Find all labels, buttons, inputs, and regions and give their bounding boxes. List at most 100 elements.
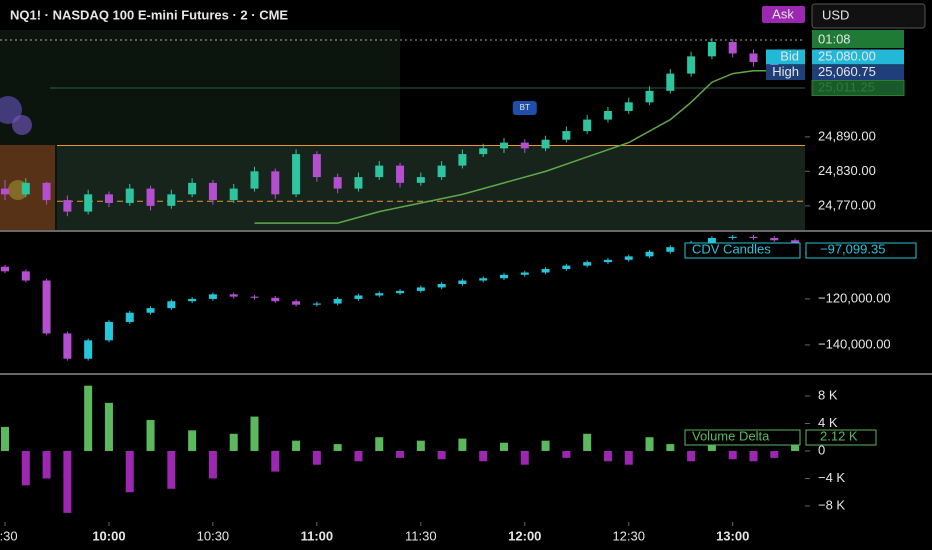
- candle-body: [416, 287, 425, 291]
- badge-value: 25,080.00: [818, 48, 876, 63]
- candle-body: [707, 237, 716, 243]
- candle-body: [520, 142, 529, 149]
- candle-body: [666, 247, 675, 252]
- badge-value-box: [812, 65, 904, 80]
- candle-body: [645, 90, 654, 103]
- candle-body: [271, 171, 280, 195]
- candle-body: [208, 182, 217, 201]
- candle-body: [562, 265, 571, 270]
- candle-body: [499, 142, 508, 149]
- bar: [437, 450, 446, 460]
- bar: [562, 450, 571, 458]
- ask-label[interactable]: Ask: [772, 6, 794, 21]
- candle-body: [437, 165, 446, 178]
- candle-body: [21, 182, 30, 195]
- bar: [458, 438, 467, 451]
- bar: [271, 450, 280, 472]
- candle-body: [63, 200, 72, 212]
- candle-body: [125, 312, 134, 322]
- bar: [250, 416, 259, 451]
- candle-body: [707, 41, 716, 57]
- candle-body: [188, 298, 197, 302]
- x-tick-label: 12:30: [612, 528, 645, 543]
- candle-body: [416, 177, 425, 183]
- currency-select[interactable]: [811, 3, 926, 29]
- y-tick-label: −140,000.00: [818, 336, 891, 351]
- badge-name-box: [766, 65, 805, 80]
- badge-value: 25,060.75: [818, 64, 876, 79]
- bar: [146, 420, 155, 451]
- x-tick-label: 12:00: [508, 528, 541, 543]
- countdown: 01:08: [818, 31, 851, 46]
- candle-body: [312, 303, 321, 305]
- bar: [1, 426, 9, 451]
- candle-body: [728, 41, 737, 54]
- candle-body: [749, 236, 758, 238]
- bar: [21, 450, 30, 486]
- y-tick-label: −4 K: [818, 470, 845, 485]
- badge-name: High: [772, 64, 799, 79]
- candle-body: [666, 73, 675, 91]
- candle-body: [146, 188, 155, 206]
- bar: [520, 450, 529, 465]
- candle-body: [42, 280, 51, 334]
- candle-body: [645, 251, 654, 257]
- candle-body: [458, 280, 467, 284]
- x-tick-label: 10:00: [92, 528, 125, 543]
- marker-flag: [512, 100, 537, 115]
- candle-body: [167, 301, 176, 309]
- countdown-badge: [812, 30, 904, 48]
- candle-body: [167, 194, 176, 206]
- candle-body: [375, 165, 384, 178]
- x-tick-label: 9:30: [0, 528, 18, 543]
- bar: [84, 385, 93, 451]
- ask-button[interactable]: [762, 6, 805, 23]
- y-tick-label: −8 K: [818, 497, 845, 512]
- candle-body: [63, 333, 72, 359]
- candle-body: [499, 274, 508, 279]
- candle-body: [229, 188, 238, 201]
- last-value-box: [805, 242, 917, 259]
- bar: [541, 440, 550, 451]
- y-tick-label: 24,770.00: [818, 197, 876, 212]
- candle-body: [687, 56, 696, 74]
- bar: [167, 450, 176, 489]
- candle-body: [125, 188, 134, 203]
- y-tick-label: 8 K: [818, 387, 838, 402]
- candle-body: [84, 194, 93, 212]
- candle-body: [250, 296, 259, 298]
- candle-body: [562, 131, 571, 140]
- badge-value-box: [812, 49, 904, 65]
- candle-body: [396, 165, 405, 183]
- bar: [499, 442, 508, 451]
- candle-body: [603, 110, 612, 120]
- candle-body: [292, 154, 301, 195]
- blob: [12, 115, 32, 135]
- candle-body: [770, 237, 779, 241]
- candle-body: [312, 154, 321, 178]
- badge-value-box: [811, 80, 905, 96]
- legend-box: [684, 242, 801, 259]
- symbol-title: NQ1! · NASDAQ 100 E-mini Futures · 2 · C…: [10, 7, 288, 22]
- bar: [624, 450, 633, 465]
- x-tick-label: 11:30: [405, 528, 437, 543]
- bar: [333, 444, 342, 451]
- bar: [687, 450, 696, 462]
- bar: [770, 450, 779, 458]
- candle-body: [583, 262, 592, 266]
- bar: [312, 450, 321, 465]
- candle-body: [458, 154, 467, 166]
- bar: [375, 437, 384, 451]
- candle-body: [354, 295, 363, 299]
- candle-body: [21, 271, 30, 281]
- bar: [125, 450, 134, 493]
- badge-name-box: [766, 49, 805, 65]
- candle-body: [250, 171, 259, 189]
- bar: [707, 440, 716, 451]
- y-tick-label: 0: [818, 442, 825, 457]
- bar: [749, 450, 758, 462]
- currency-label[interactable]: USD: [822, 7, 849, 22]
- range-box: [57, 145, 805, 230]
- candle-body: [42, 182, 51, 201]
- candle-body: [146, 308, 155, 313]
